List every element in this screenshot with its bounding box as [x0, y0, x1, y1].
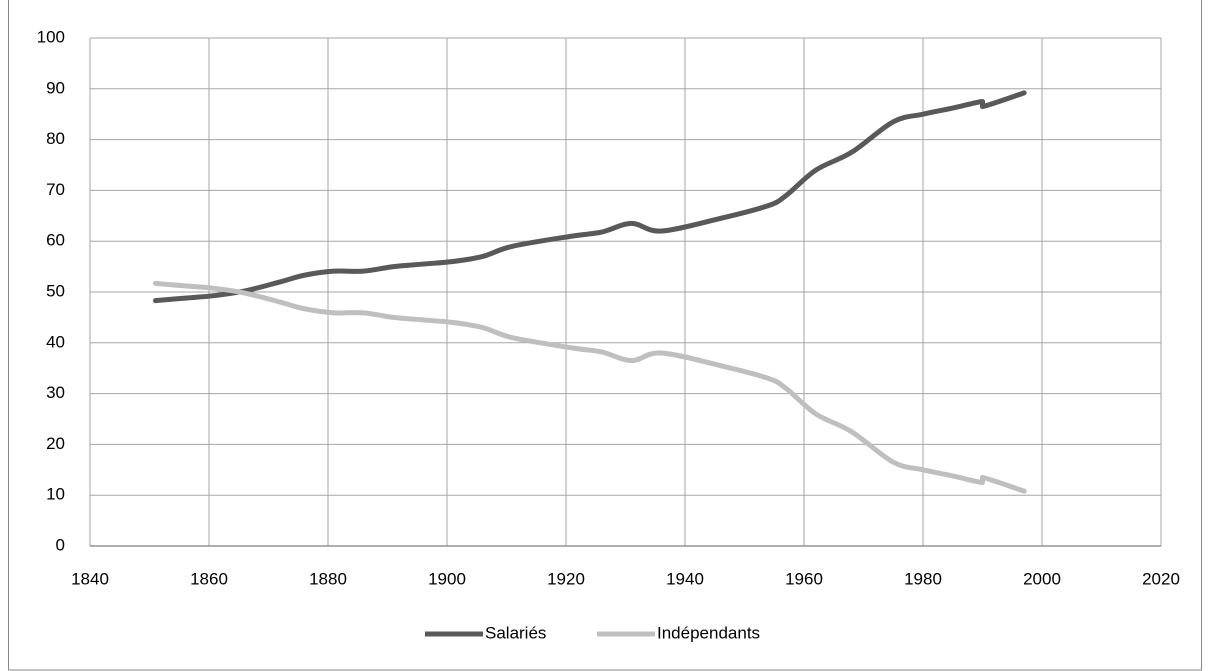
- y-tick-label: 40: [46, 332, 65, 351]
- x-tick-label: 1980: [904, 569, 942, 588]
- y-tick-label: 90: [46, 78, 65, 97]
- x-tick-label: 1940: [666, 569, 704, 588]
- x-tick-label: 2020: [1142, 569, 1180, 588]
- x-tick-label: 1880: [309, 569, 347, 588]
- chart-frame: [8, 0, 1202, 671]
- x-tick-label: 1920: [547, 569, 585, 588]
- x-tick-label: 2000: [1023, 569, 1061, 588]
- line-series: [152, 280, 1027, 494]
- y-tick-label: 100: [37, 27, 65, 46]
- x-tick-label: 1900: [428, 569, 466, 588]
- y-tick-label: 70: [46, 180, 65, 199]
- legend-label: Salariés: [485, 623, 546, 642]
- y-tick-label: 60: [46, 231, 65, 250]
- line-series: [152, 90, 1027, 304]
- x-tick-label: 1860: [190, 569, 228, 588]
- y-tick-label: 20: [46, 434, 65, 453]
- x-tick-label: 1960: [785, 569, 823, 588]
- x-tick-label: 1840: [71, 569, 109, 588]
- y-tick-label: 80: [46, 129, 65, 148]
- y-tick-label: 30: [46, 383, 65, 402]
- legend-label: Indépendants: [657, 623, 760, 642]
- y-tick-label: 10: [46, 485, 65, 504]
- y-tick-label: 0: [56, 535, 65, 554]
- y-tick-label: 50: [46, 281, 65, 300]
